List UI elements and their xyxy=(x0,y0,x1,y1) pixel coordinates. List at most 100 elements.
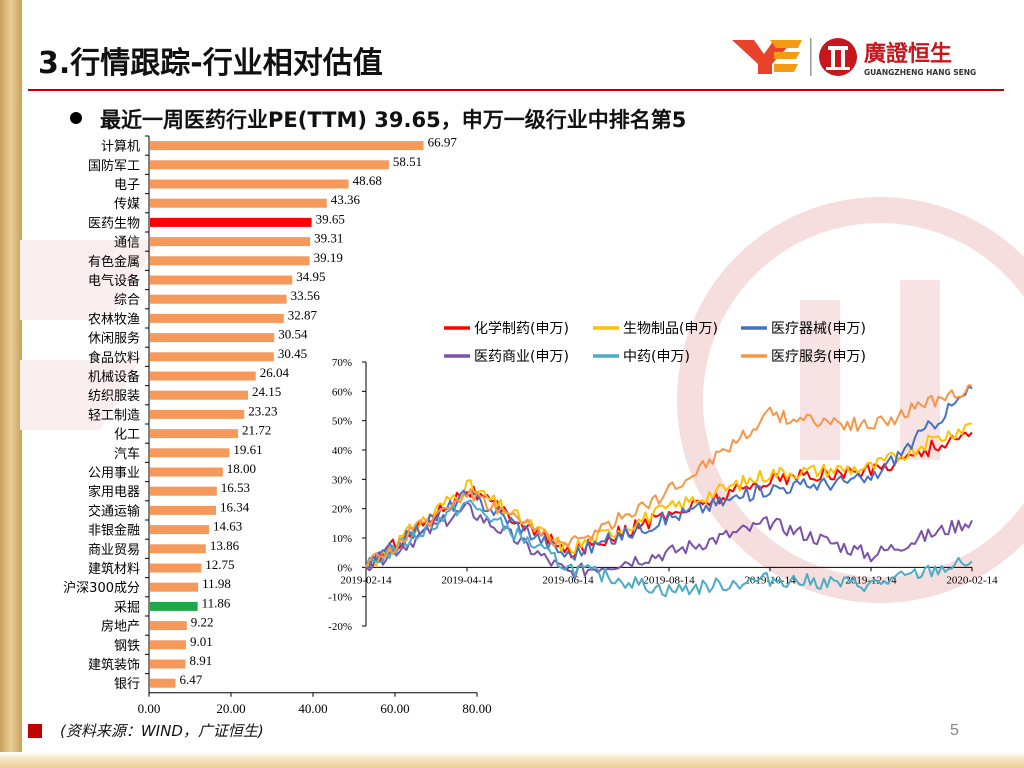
page-title: 3.行情跟踪-行业相对估值 xyxy=(38,46,383,81)
bullet-dot-icon xyxy=(70,112,82,124)
bar-16 xyxy=(150,448,230,458)
bar-value-label: 30.54 xyxy=(278,327,308,342)
line-y-tick-label: -10% xyxy=(328,592,352,604)
bar-category-label: 银行 xyxy=(114,677,140,692)
legend-label: 生物制品(申万) xyxy=(623,321,718,337)
bar-category-label: 汽车 xyxy=(114,446,140,462)
bar-category-label: 通信 xyxy=(114,236,140,251)
bar-value-label: 9.01 xyxy=(190,634,213,649)
line-y-tick-label: 50% xyxy=(332,416,352,428)
legend-label: 医疗器械(申万) xyxy=(771,321,866,337)
page-number: 5 xyxy=(950,722,959,739)
bar-value-label: 32.87 xyxy=(288,307,318,322)
bar-value-label: 16.34 xyxy=(220,499,250,514)
bar-value-label: 66.97 xyxy=(428,135,458,150)
bar-1 xyxy=(150,160,389,170)
bar-category-label: 国防军工 xyxy=(88,158,140,174)
bar-11 xyxy=(150,352,274,362)
bar-19 xyxy=(150,505,216,515)
left-decor-bar xyxy=(0,0,22,768)
bar-category-label: 轻工制造 xyxy=(88,408,140,423)
bar-value-label: 34.95 xyxy=(296,269,325,284)
line-x-tick-label: 2019-04-14 xyxy=(441,574,493,586)
bar-category-label: 电子 xyxy=(114,178,140,193)
bullet-text: 最近一周医药行业PE(TTM) 39.65，申万一级行业中排名第5 xyxy=(100,108,687,132)
bar-category-label: 商业贸易 xyxy=(88,543,140,558)
legend-label: 医药商业(申万) xyxy=(474,349,569,365)
bar-value-label: 33.56 xyxy=(291,288,321,303)
bar-value-label: 13.86 xyxy=(210,538,240,553)
bar-value-label: 12.75 xyxy=(205,557,234,572)
bar-value-label: 9.22 xyxy=(191,615,214,630)
series-line-1 xyxy=(365,422,973,569)
bar-5 xyxy=(150,237,311,247)
bar-value-label: 48.68 xyxy=(353,173,382,188)
series-line-0 xyxy=(365,431,973,568)
bottom-decor-bar xyxy=(0,752,1024,768)
line-y-tick-label: 30% xyxy=(332,474,352,486)
bar-category-label: 建筑材料 xyxy=(88,561,140,577)
bar-value-label: 39.19 xyxy=(314,250,343,265)
bar-value-label: 30.45 xyxy=(278,346,307,361)
bar-category-label: 农林牧渔 xyxy=(88,312,140,327)
bar-x-tick-label: 40.00 xyxy=(298,701,327,716)
line-y-tick-label: 20% xyxy=(332,504,352,516)
bar-value-label: 14.63 xyxy=(213,519,242,534)
bar-14 xyxy=(150,409,245,419)
line-x-tick-label: 2019-08-14 xyxy=(643,574,695,586)
legend-label: 中药(申万) xyxy=(623,349,690,365)
bar-25 xyxy=(150,621,187,631)
line-x-tick-label: 2019-02-14 xyxy=(340,574,392,586)
bar-18 xyxy=(150,486,217,496)
bar-category-label: 电气设备 xyxy=(88,273,140,289)
line-y-tick-label: 60% xyxy=(332,386,352,398)
bar-category-label: 机械设备 xyxy=(88,369,140,385)
legend-label: 化学制药(申万) xyxy=(474,321,569,337)
line-y-tick-label: 70% xyxy=(332,357,352,369)
bar-0 xyxy=(150,141,424,151)
line-y-tick-label: 0% xyxy=(337,562,352,574)
logo-text: 廣證恒生 xyxy=(864,41,952,67)
bar-x-tick-label: 20.00 xyxy=(216,701,245,716)
line-x-tick-label: 2019-06-14 xyxy=(542,574,594,586)
bar-value-label: 23.23 xyxy=(248,403,277,418)
bar-category-label: 建筑装饰 xyxy=(88,657,140,673)
bar-category-label: 家用电器 xyxy=(88,484,140,500)
source-marker xyxy=(28,724,42,738)
line-y-tick-label: 10% xyxy=(332,533,352,545)
bar-category-label: 计算机 xyxy=(101,140,140,155)
bar-13 xyxy=(150,390,249,400)
line-x-tick-label: 2020-02-14 xyxy=(946,574,998,586)
bar-8 xyxy=(150,294,287,304)
title-rule xyxy=(28,89,1004,91)
bar-category-label: 有色金属 xyxy=(88,254,140,270)
bar-15 xyxy=(150,429,239,439)
line-x-tick-label: 2019-10-14 xyxy=(744,574,796,586)
line-y-tick-label: 40% xyxy=(332,445,352,457)
bar-22 xyxy=(150,563,202,573)
bar-category-label: 非银金融 xyxy=(88,523,140,539)
bar-20 xyxy=(150,525,209,535)
bar-category-label: 化工 xyxy=(114,428,140,443)
bar-category-label: 综合 xyxy=(114,293,140,308)
bar-9 xyxy=(150,313,284,323)
bar-4 xyxy=(150,217,312,227)
bar-value-label: 43.36 xyxy=(331,192,361,207)
bar-x-tick-label: 0.00 xyxy=(138,701,161,716)
bar-category-label: 传媒 xyxy=(114,197,140,212)
bar-value-label: 6.47 xyxy=(180,672,203,687)
bar-value-label: 39.31 xyxy=(314,231,343,246)
bar-value-label: 18.00 xyxy=(227,461,256,476)
bar-x-tick-label: 80.00 xyxy=(462,701,491,716)
bar-value-label: 39.65 xyxy=(316,211,345,226)
bar-value-label: 26.04 xyxy=(260,365,290,380)
bar-value-label: 58.51 xyxy=(393,154,422,169)
bar-value-label: 11.98 xyxy=(202,576,231,591)
bar-category-label: 沪深300成分 xyxy=(63,580,140,596)
bar-x-tick-label: 60.00 xyxy=(380,701,409,716)
bar-value-label: 8.91 xyxy=(190,653,213,668)
bar-3 xyxy=(150,198,327,208)
bar-value-label: 19.61 xyxy=(233,442,262,457)
bar-10 xyxy=(150,333,275,343)
